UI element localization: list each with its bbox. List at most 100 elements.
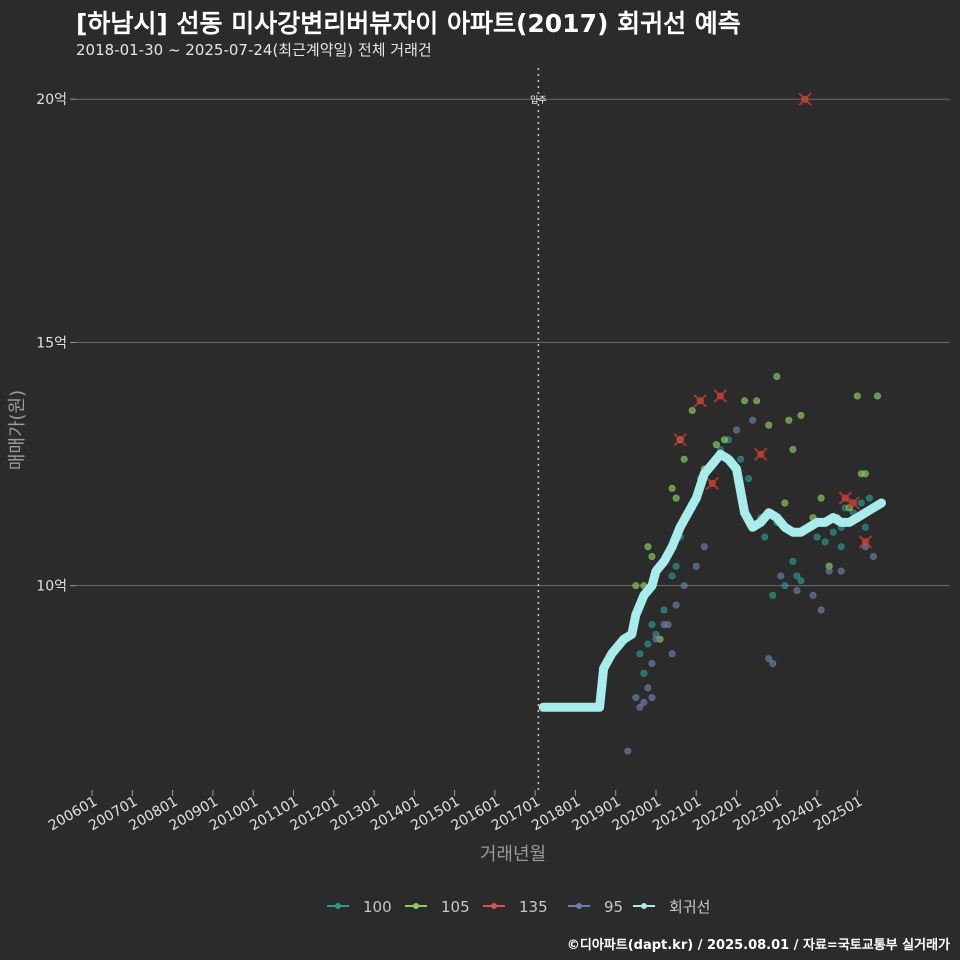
point-100 xyxy=(821,538,829,546)
legend-swatch-dot xyxy=(413,903,419,909)
point-100 xyxy=(761,533,769,541)
legend-label: 95 xyxy=(604,898,623,916)
point-105 xyxy=(741,397,749,405)
legend-item-95: 95 xyxy=(568,898,623,916)
grid-lines xyxy=(76,98,950,587)
point-100 xyxy=(829,528,837,536)
point-105 xyxy=(789,445,797,453)
point-95 xyxy=(636,703,644,711)
highlight-x-marker xyxy=(705,476,720,491)
chart-title: [하남시] 선동 미사강변리버뷰자이 아파트(2017) 회귀선 예측 xyxy=(76,9,741,38)
legend-item-105: 105 xyxy=(405,898,470,916)
legend-label: 100 xyxy=(363,898,392,916)
point-105 xyxy=(797,411,805,419)
point-105 xyxy=(668,484,676,492)
y-axis: 10억 15억 20억 xyxy=(36,92,76,595)
legend-swatch-dot xyxy=(576,903,582,909)
point-95 xyxy=(700,543,708,551)
point-100 xyxy=(769,591,777,599)
highlight-x-marker xyxy=(838,491,852,505)
point-95 xyxy=(825,567,833,575)
point-100 xyxy=(793,572,801,580)
point-95 xyxy=(817,606,825,614)
point-105 xyxy=(817,494,825,502)
y-tick-label: 10억 xyxy=(36,579,67,595)
point-105 xyxy=(781,499,789,507)
point-95 xyxy=(861,543,869,551)
point-105 xyxy=(632,582,640,590)
point-95 xyxy=(793,587,801,595)
highlight-x-marker xyxy=(673,433,687,447)
legend-item-회귀선: 회귀선 xyxy=(633,898,710,916)
point-95 xyxy=(648,694,656,702)
point-100 xyxy=(813,533,821,541)
chart-svg: 입주 10억 15억 20억 200601200701200801200901201… xyxy=(7,68,950,916)
point-95 xyxy=(809,591,817,599)
y-tick-label: 15억 xyxy=(36,335,67,351)
point-95 xyxy=(777,572,785,580)
point-100 xyxy=(781,582,789,590)
point-100 xyxy=(644,640,652,648)
point-105 xyxy=(672,494,680,502)
point-100 xyxy=(737,455,745,463)
point-95 xyxy=(644,684,652,692)
legend-label: 135 xyxy=(519,898,548,916)
point-105 xyxy=(861,470,869,478)
move-in-marker: 입주 xyxy=(530,68,547,790)
point-105 xyxy=(853,392,861,400)
highlight-x-marker xyxy=(693,394,707,408)
point-95 xyxy=(837,567,845,575)
point-95 xyxy=(692,562,700,570)
point-95 xyxy=(749,416,757,424)
point-95 xyxy=(769,660,777,668)
point-100 xyxy=(865,494,873,502)
y-tick-label: 20억 xyxy=(36,92,67,108)
point-105 xyxy=(765,421,773,429)
legend-swatch-dot xyxy=(641,903,647,909)
point-100 xyxy=(745,475,753,483)
point-105 xyxy=(712,441,720,449)
point-105 xyxy=(773,372,781,380)
point-95 xyxy=(668,650,676,658)
legend-label: 회귀선 xyxy=(669,898,710,916)
point-95 xyxy=(680,582,688,590)
x-axis-label: 거래년월 xyxy=(480,844,546,865)
point-105 xyxy=(720,436,728,444)
x-axis: 2006012007012008012009012010012011012012… xyxy=(46,790,865,834)
move-in-label: 입주 xyxy=(530,94,547,106)
point-95 xyxy=(640,698,648,706)
legend-swatch-dot xyxy=(491,903,497,909)
point-95 xyxy=(733,426,741,434)
point-100 xyxy=(837,543,845,551)
legend: 100 105 135 95 회귀선 xyxy=(327,898,710,916)
point-100 xyxy=(797,577,805,585)
point-100 xyxy=(861,523,869,531)
highlight-markers xyxy=(673,92,873,549)
point-95 xyxy=(632,694,640,702)
y-axis-label: 매매가(원) xyxy=(7,390,28,470)
highlight-x-marker xyxy=(798,92,812,106)
highlight-x-marker xyxy=(846,496,861,510)
highlight-x-marker xyxy=(753,447,768,462)
scatter-points xyxy=(624,95,882,755)
point-100 xyxy=(636,650,644,658)
point-105 xyxy=(648,552,656,560)
point-105 xyxy=(680,455,688,463)
legend-item-135: 135 xyxy=(483,898,548,916)
point-100 xyxy=(640,669,648,677)
point-95 xyxy=(664,621,672,629)
point-95 xyxy=(869,552,877,560)
point-95 xyxy=(624,747,632,755)
legend-swatch-dot xyxy=(335,903,341,909)
chart-subtitle: 2018-01-30 ~ 2025-07-24(최근계약일) 전체 거래건 xyxy=(76,41,432,59)
point-100 xyxy=(648,621,656,629)
highlight-x-marker xyxy=(858,535,873,549)
legend-label: 105 xyxy=(441,898,470,916)
point-100 xyxy=(789,557,797,565)
highlight-x-marker xyxy=(713,389,728,403)
point-100 xyxy=(668,572,676,580)
point-95 xyxy=(765,655,773,663)
regression-line xyxy=(538,449,886,712)
point-105 xyxy=(785,416,793,424)
point-100 xyxy=(672,562,680,570)
